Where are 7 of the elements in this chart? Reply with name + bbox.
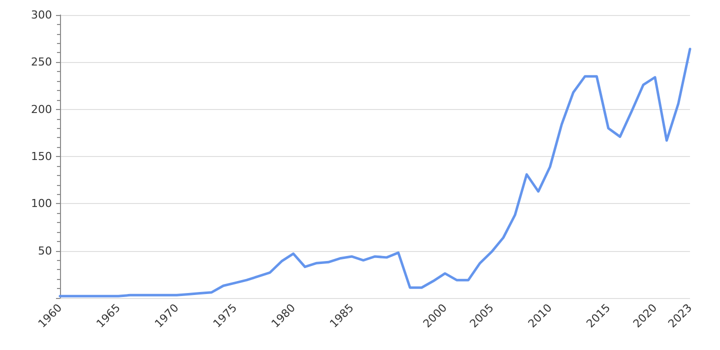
y-tick-label: 150 <box>31 150 52 163</box>
y-tick-label: 250 <box>31 56 52 69</box>
line-series <box>58 48 692 298</box>
y-tick-label: 300 <box>31 8 52 22</box>
y-tick-label: 100 <box>31 197 52 210</box>
y-tick-label: 50 <box>38 244 52 258</box>
y-tick-label: 200 <box>31 102 52 116</box>
